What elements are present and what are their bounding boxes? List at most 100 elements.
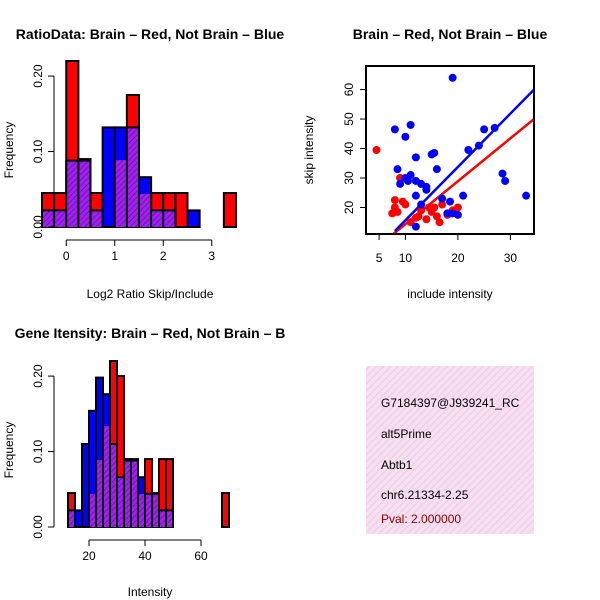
ratio-histogram-ylabel: Frequency [2,122,16,179]
scatter-point-brain [406,218,415,227]
histogram-bar-overlap [43,211,54,227]
scatter-point-brain [388,209,397,218]
ratio-histogram-bars [41,60,237,229]
scatter-frame [365,65,535,235]
histogram-bar-overlap [152,211,163,227]
histogram-bar-overlap [115,160,126,227]
scatter-point-not-brain [390,125,399,134]
x-tick-label: 60 [194,549,208,563]
scatter-point-not-brain [459,191,468,200]
histogram-bar-overlap [125,461,130,527]
histogram-bar-overlap [111,445,116,527]
y-tick-label: 0.00 [31,515,45,539]
x-tick-label: 0 [63,249,70,263]
scatter-title: Brain – Red, Not Brain – Blue [353,26,548,42]
x-tick-label: 2 [160,249,167,263]
scatter-point-not-brain [396,179,405,188]
histogram-bar-not-brain [186,209,201,228]
scatter-point-not-brain [432,165,441,174]
histogram-bar-not-brain [81,443,90,528]
histogram-bar-brain [222,192,237,228]
scatter-point-not-brain [393,165,402,174]
scatter-point-brain [414,212,423,221]
scatter-point-not-brain [446,197,454,206]
scatter-point-not-brain [401,132,410,141]
ratio-histogram-panel: RatioData: Brain – Red, Not Brain – Blue… [2,26,284,301]
x-tick-label: 3 [208,249,215,263]
scatter-point-not-brain [417,200,426,209]
y-tick-label: 30 [342,171,356,185]
histogram-bar-not-brain [74,509,83,528]
histogram-bar-overlap [153,494,158,527]
gene-symbol-text: Abtb1 [381,458,413,472]
intensity-histogram-axes: 20 40 60 0.00 0.10 0.20 [31,364,208,563]
scatter-point-brain [438,200,447,209]
intensity-histogram-title: Gene Itensity: Brain – Red, Not Brain – … [15,325,286,341]
ratio-histogram-xlabel: Log2 Ratio Skip/Include [87,287,214,301]
histogram-bar-overlap [79,161,90,227]
scatter-point-not-brain [406,171,415,180]
scatter-axes: 5 10 20 30 20 30 40 50 60 [342,65,535,265]
x-tick-label: 20 [451,251,465,265]
histogram-bar-overlap [132,461,137,527]
scatter-point-brain [390,196,399,205]
y-tick-label: 0.10 [31,140,45,164]
scatter-point-brain [453,203,462,212]
scatter-point-not-brain [448,73,457,82]
y-tick-label: 50 [342,112,356,126]
histogram-bar-overlap [97,460,102,527]
y-tick-label: 0.20 [31,64,45,88]
scatter-point-not-brain [498,169,507,178]
x-tick-label: 10 [399,251,413,265]
histogram-bar-overlap [160,511,165,527]
histogram-bar-overlap [140,194,151,227]
scatter-point-brain [372,146,381,154]
histogram-bar-brain [221,492,230,528]
histogram-bar-overlap [118,478,123,527]
scatter-point-brain [435,218,444,227]
scatter-point-not-brain [438,194,447,203]
histogram-bar-overlap [55,211,66,227]
histogram-bar-overlap [139,494,144,527]
gene-info-panel: G7184397@J939241_RC alt5Prime Abtb1 chr6… [366,366,534,534]
y-tick-label: 0.00 [31,215,45,239]
intensity-histogram-panel: Gene Itensity: Brain – Red, Not Brain – … [2,325,285,599]
histogram-bar-overlap [67,161,78,227]
gene-info-background [366,366,534,534]
y-tick-label: 0.10 [31,440,45,464]
scatter-point-not-brain [474,141,483,150]
scatter-point-not-brain [406,120,415,129]
scatter-point-not-brain [464,146,473,154]
intensity-histogram-xlabel: Intensity [128,585,173,599]
histogram-bar-overlap [164,211,175,227]
gene-id-text: G7184397@J939241_RC [381,396,520,410]
scatter-point-not-brain [480,125,489,134]
y-tick-label: 60 [342,83,356,97]
intensity-scatter-panel: Brain – Red, Not Brain – Blue 5 10 20 30 20 3… [302,26,547,301]
intensity-histogram-ylabel: Frequency [2,422,16,479]
scatter-point-brain [422,215,431,224]
x-tick-label: 5 [376,251,383,265]
event-type-text: alt5Prime [381,427,432,441]
histogram-bar-overlap [167,511,172,527]
pval-text: Pval: 2.000000 [381,512,461,526]
y-tick-label: 20 [342,200,356,214]
scatter-point-not-brain [411,153,420,162]
scatter-point-brain [430,203,439,212]
chromosome-location-text: chr6.21334-2.25 [381,488,469,502]
scatter-point-not-brain [490,123,499,132]
y-tick-label: 0.20 [31,364,45,388]
scatter-point-not-brain [453,210,462,219]
scatter-point-not-brain [501,176,510,185]
scatter-point-not-brain [522,191,531,200]
x-tick-label: 1 [111,249,118,263]
histogram-bar-overlap [69,511,74,527]
scatter-ylabel: skip intensity [302,116,316,185]
scatter-points [372,73,531,231]
fit-line-not-brain [393,88,534,232]
scatter-point-not-brain [411,222,420,231]
ratio-histogram-title: RatioData: Brain – Red, Not Brain – Blue [16,26,285,42]
histogram-bar-overlap [104,426,109,527]
histogram-bar-not-brain [101,126,116,228]
